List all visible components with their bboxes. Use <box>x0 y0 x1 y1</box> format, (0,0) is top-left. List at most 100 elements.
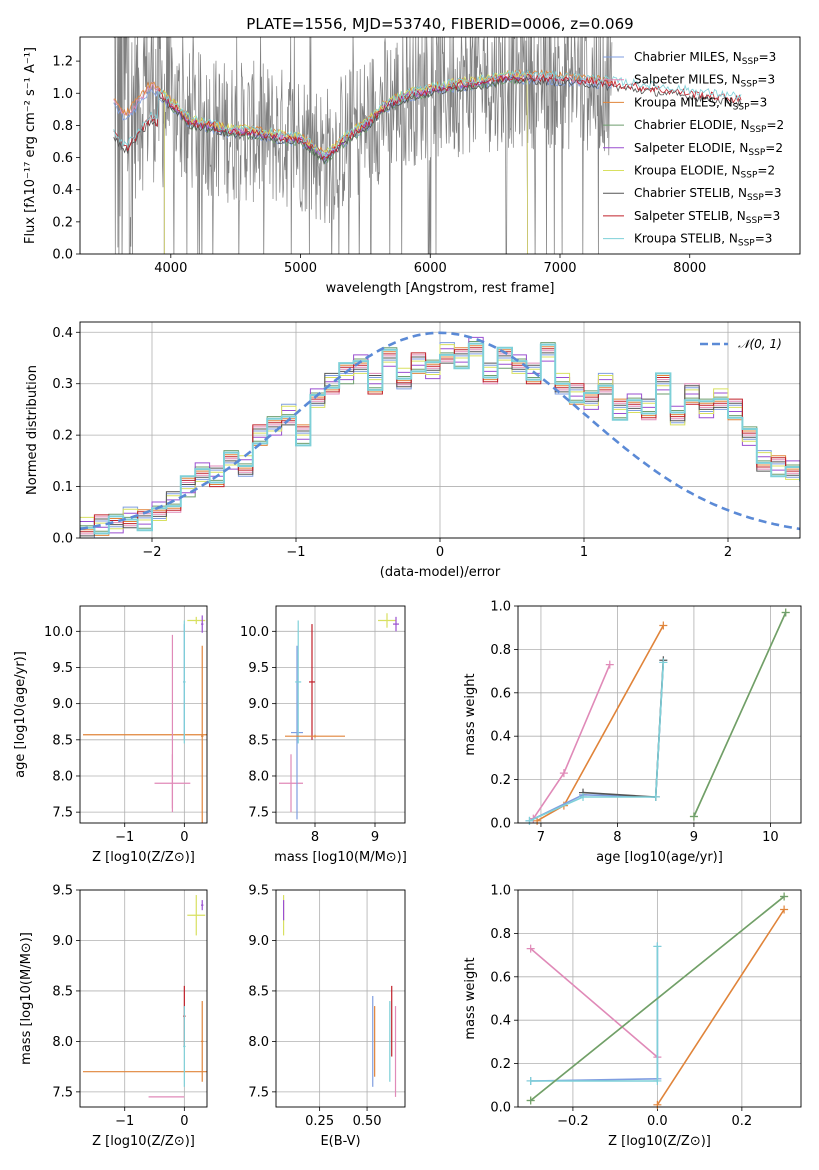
mass-weight-line <box>536 625 665 822</box>
histogram-step <box>80 342 800 535</box>
mass-weight-marker <box>689 812 698 821</box>
y-tick-label: 0.0 <box>52 248 73 263</box>
error-bar-point <box>201 900 204 911</box>
x-tick-label: 0.25 <box>305 1114 334 1129</box>
y-tick-label: 0.0 <box>52 532 73 547</box>
mass-weight-marker <box>605 660 614 669</box>
y-tick-label: 8.5 <box>52 733 73 748</box>
y-tick-label: 0.8 <box>490 927 511 942</box>
error-bar-point <box>201 615 204 633</box>
error-bar-point <box>183 620 186 744</box>
model-spectrum <box>113 73 742 161</box>
mass-weight-marker <box>559 769 568 778</box>
mass-weight-marker <box>653 1100 662 1109</box>
x-tick-label: 7 <box>537 830 545 845</box>
histogram-step <box>80 345 800 536</box>
model-spectrum <box>113 75 742 165</box>
x-axis-label: E(B-V) <box>320 1134 360 1149</box>
x-tick-label: 10 <box>762 830 779 845</box>
mass-weight-line <box>582 660 665 798</box>
x-tick-label: −1 <box>115 1114 134 1129</box>
y-tick-label: 0.2 <box>490 773 511 788</box>
y-tick-label: 8.0 <box>248 1035 269 1050</box>
x-tick-label: 9 <box>690 830 698 845</box>
plot-frame <box>517 889 802 1108</box>
y-tick-label: 9.0 <box>52 697 73 712</box>
y-axis-label: age [log10(age/yr)] <box>13 651 28 778</box>
mass-vs-EBV-points <box>282 895 397 1097</box>
y-tick-label: 0.3 <box>52 377 73 392</box>
x-axis-label: (data-model)/error <box>380 565 501 580</box>
y-tick-label: 1.0 <box>490 884 511 899</box>
mass-weight-line <box>530 895 785 1102</box>
x-tick-label: 1 <box>580 545 588 560</box>
age-vs-mass-panel: 8 9 7.5 8.0 8.5 9.0 9.5 10.0 mass [log10(M/M⊙)] <box>240 605 407 865</box>
error-bar-point <box>201 1001 204 1082</box>
residual-histogram-panel: −2 −1 0 1 2 0.0 0.1 0.2 0.3 0.4 (data-model)/error… <box>25 321 801 580</box>
y-tick-label: 7.5 <box>248 806 269 821</box>
massweight-vs-Z-panel: −0.2 0.0 0.2 0.0 0.2 0.4 0.6 0.8 1.0 Z [log10(Z/Z… <box>463 884 802 1149</box>
y-tick-label: 8.0 <box>52 769 73 784</box>
y-tick-label: 0.8 <box>490 643 511 658</box>
plot-frame <box>79 605 208 824</box>
y-tick-label: 0.1 <box>52 480 73 495</box>
y-tick-label: 0.0 <box>490 817 511 832</box>
mass-weight-line <box>530 947 658 1058</box>
y-tick-label: 9.5 <box>52 884 73 899</box>
x-tick-label: −1 <box>115 830 134 845</box>
x-tick-label: 7000 <box>543 261 576 276</box>
histogram-step <box>80 341 800 532</box>
x-axis-label: Z [log10(Z/Z⊙)] <box>92 850 195 865</box>
massweight-vs-Z-series <box>526 892 789 1109</box>
x-tick-label: −2 <box>142 545 161 560</box>
mass-weight-line <box>693 612 787 817</box>
y-tick-label: 0.2 <box>52 215 73 230</box>
figure-title: PLATE=1556, MJD=53740, FIBERID=0006, z=0… <box>246 15 633 33</box>
mass-weight-marker <box>780 905 789 914</box>
legend-entry: Kroupa ELODIE, NSSP=2 <box>634 164 775 181</box>
y-tick-label: 10.0 <box>240 625 269 640</box>
y-tick-label: 1.0 <box>52 87 73 102</box>
plot-frame <box>79 36 801 255</box>
error-bar-point <box>279 754 303 813</box>
y-tick-label: 0.4 <box>490 730 511 745</box>
y-tick-label: 8.5 <box>248 733 269 748</box>
y-tick-label: 9.0 <box>248 697 269 712</box>
legend-entry: Kroupa MILES, NSSP=3 <box>634 95 767 112</box>
mass-weight-marker <box>526 1076 535 1085</box>
mass-weight-marker <box>579 792 588 801</box>
mass-weight-marker <box>653 1076 662 1085</box>
legend-entry: 𝒩(0, 1) <box>738 337 782 351</box>
error-bar-point <box>291 645 303 820</box>
normal-curve <box>80 331 800 531</box>
plot-frame <box>275 605 406 824</box>
y-tick-label: 10.0 <box>44 625 73 640</box>
histogram-step <box>80 347 800 533</box>
legend-entry: Salpeter MILES, NSSP=3 <box>634 73 775 90</box>
error-bar-point <box>183 1006 186 1087</box>
y-axis-label: mass weight <box>463 673 478 755</box>
plot-frame <box>79 889 208 1108</box>
plot-frame <box>275 889 406 1108</box>
model-spectrum <box>113 69 742 158</box>
histogram-step <box>80 349 800 535</box>
error-bar-point <box>309 624 315 740</box>
panels: 4000 5000 6000 7000 80000.00.20.40.60.81.01.… <box>13 36 802 1149</box>
mass-weight-line <box>656 909 785 1106</box>
x-tick-label: 0 <box>180 830 188 845</box>
x-tick-label: 0.0 <box>647 1114 668 1129</box>
spectrum-panel: 4000 5000 6000 7000 8000 0.0 0.2 0.4 0.6 0.8 1.0 1.… <box>23 36 801 296</box>
y-tick-label: 9.0 <box>52 934 73 949</box>
mass-weight-marker <box>659 658 668 667</box>
legend-entry: Kroupa STELIB, NSSP=3 <box>634 232 772 249</box>
legend-entry: Chabrier MILES, NSSP=3 <box>634 50 776 67</box>
legend-entry: Salpeter STELIB, NSSP=3 <box>634 209 780 226</box>
mass-vs-Z-points <box>82 895 207 1098</box>
y-tick-label: 7.5 <box>52 1085 73 1100</box>
histogram-step <box>80 342 800 538</box>
y-tick-label: 1.0 <box>490 600 511 615</box>
error-bar-point <box>187 895 206 936</box>
mass-weight-marker <box>781 608 790 617</box>
histogram-step <box>80 344 800 530</box>
